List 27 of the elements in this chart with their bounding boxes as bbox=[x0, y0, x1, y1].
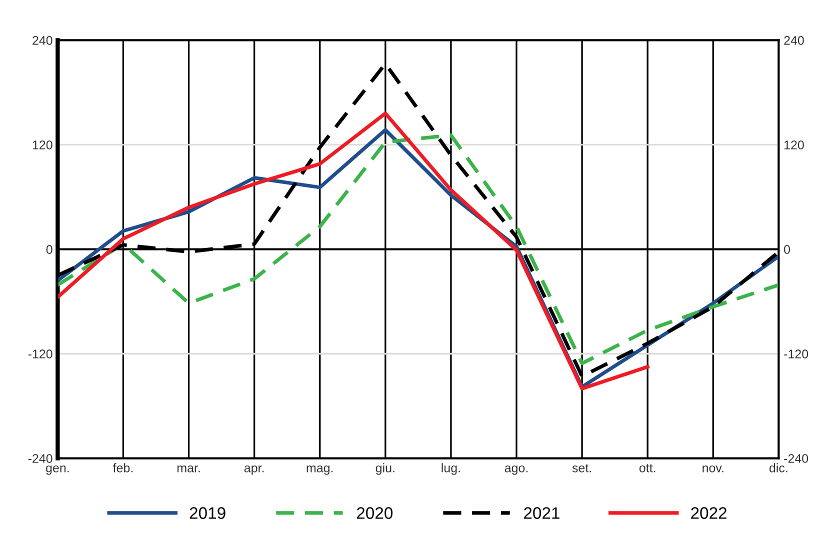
x-tick-label: gen. bbox=[46, 465, 69, 475]
x-tick-label: dic. bbox=[769, 463, 788, 472]
x-tick-label: nov. bbox=[702, 465, 724, 472]
y-tick-label: 120 bbox=[32, 140, 52, 150]
y-tick-label: -120 bbox=[28, 350, 52, 358]
y2-tick-label: 120 bbox=[784, 140, 804, 150]
x-tick-label: mag. bbox=[306, 465, 333, 475]
legend-label: 2022 bbox=[691, 507, 726, 519]
x-tick-label: ago. bbox=[504, 465, 528, 475]
legend-label: 2020 bbox=[356, 507, 393, 519]
x-tick-label: set. bbox=[572, 464, 591, 472]
x-tick-label: lug. bbox=[442, 463, 460, 475]
x-tick-label: apr. bbox=[244, 465, 264, 475]
y2-tick-label: 0 bbox=[784, 245, 790, 254]
x-tick-label: ott. bbox=[639, 464, 656, 472]
x-tick-label: giu. bbox=[376, 463, 394, 475]
legend-label: 2019 bbox=[190, 507, 226, 519]
x-tick-label: mar. bbox=[177, 465, 200, 472]
legend-label: 2021 bbox=[524, 507, 560, 519]
y2-tick-label: 240 bbox=[784, 36, 804, 45]
y-tick-label: 240 bbox=[32, 36, 52, 45]
y-tick-label: 0 bbox=[46, 245, 52, 254]
y2-tick-label: -120 bbox=[784, 350, 808, 358]
y-tick-label: -240 bbox=[28, 454, 52, 463]
x-tick-label: feb. bbox=[112, 463, 133, 472]
line-series bbox=[58, 112, 650, 390]
y2-tick-label: -240 bbox=[784, 454, 808, 463]
